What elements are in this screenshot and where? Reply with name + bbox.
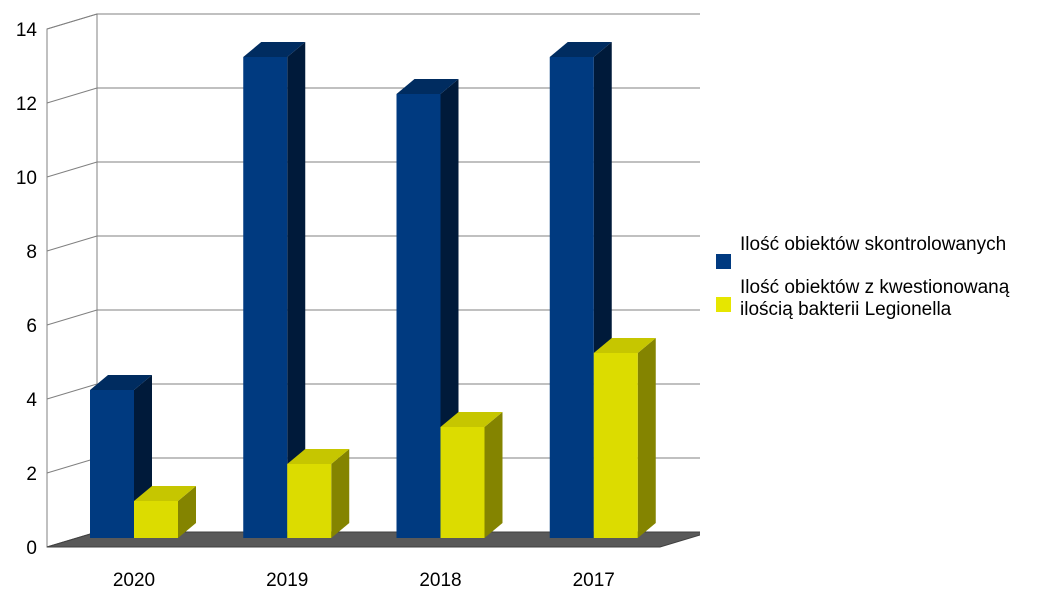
bar-top-0-2020 [90, 375, 152, 390]
side-gridline-10 [46, 161, 98, 178]
bar-0-2017 [549, 57, 594, 538]
bar-side-1-2017 [637, 338, 656, 538]
y-tick-label-12: 12 [16, 94, 37, 115]
side-gridline-6 [46, 309, 98, 326]
side-gridline-8 [46, 235, 98, 252]
y-tick-label-4: 4 [26, 390, 37, 411]
bar-1-2018 [440, 427, 485, 538]
side-gridline-2 [46, 457, 98, 474]
bar-side-1-2020 [178, 486, 196, 538]
bar-chart: 0 2 4 6 8 10 12 14 2020 2019 2018 2017 [16, 13, 700, 589]
legend-label-legionella: Ilość obiektów z kwestionowaną ilością b… [740, 277, 1010, 320]
bar-0-2018 [396, 94, 441, 538]
bar-1-2020 [134, 501, 178, 538]
bar-side-0-2019 [287, 42, 306, 538]
chart-floor [46, 531, 700, 548]
legend-item-legionella: Ilość obiektów z kwestionowaną ilością b… [716, 277, 1062, 321]
bar-0-2019 [243, 57, 288, 538]
side-gridline-4 [46, 383, 98, 400]
bar-top-1-2018 [440, 412, 503, 427]
bar-top-1-2020 [134, 486, 196, 501]
side-gridline-12 [46, 87, 98, 104]
x-tick-label-2018: 2018 [419, 570, 461, 589]
bar-top-0-2017 [549, 42, 612, 57]
legend-swatch-legionella [716, 297, 731, 312]
bar-top-0-2018 [396, 79, 459, 94]
y-tick-label-0: 0 [26, 538, 37, 559]
y-tick-label-8: 8 [26, 242, 37, 263]
bar-0-2020 [90, 390, 134, 538]
legend: Ilość obiektów skontrolowanych Ilość obi… [716, 234, 1062, 329]
x-tick-label-2019: 2019 [266, 570, 308, 589]
bar-1-2017 [593, 353, 638, 538]
legend-swatch-inspected [716, 254, 731, 269]
x-tick-label-2017: 2017 [573, 570, 615, 589]
bar-top-0-2019 [243, 42, 306, 57]
bar-top-1-2017 [593, 338, 656, 353]
y-tick-label-6: 6 [26, 316, 37, 337]
x-tick-label-2020: 2020 [113, 570, 155, 589]
side-wall [46, 13, 98, 548]
legend-label-inspected: Ilość obiektów skontrolowanych [740, 234, 1007, 255]
y-tick-label-2: 2 [26, 464, 37, 485]
side-gridline-14 [46, 13, 98, 30]
y-tick-label-14: 14 [16, 20, 38, 41]
y-tick-label-10: 10 [16, 168, 37, 189]
bar-1-2019 [287, 464, 332, 538]
bar-side-1-2019 [331, 449, 350, 538]
legend-item-inspected: Ilość obiektów skontrolowanych [716, 234, 1062, 269]
bar-side-1-2018 [484, 412, 503, 538]
bar-top-1-2019 [287, 449, 350, 464]
